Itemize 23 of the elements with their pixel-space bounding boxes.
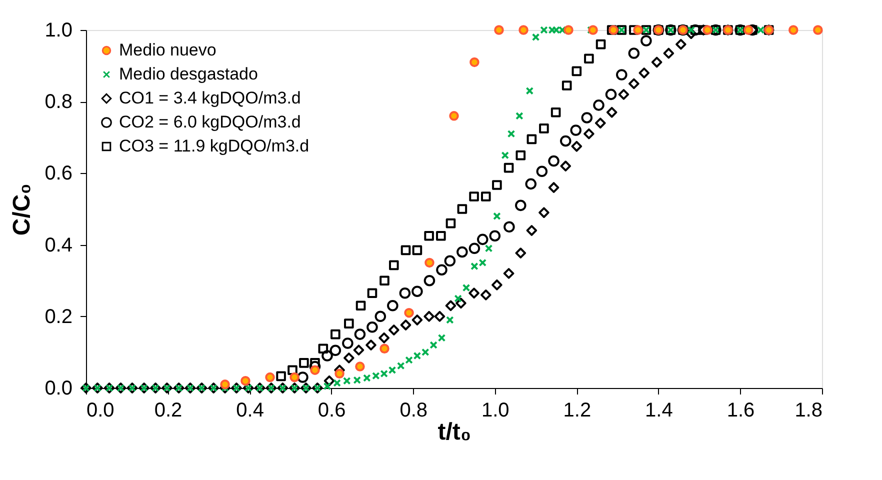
legend-label: CO3 = 11.9 kgDQO/m3.d [119, 136, 310, 156]
y-tick-label: 0.2 [44, 306, 72, 328]
x-tick-label: 0.8 [400, 400, 428, 422]
y-tick-label: 1.0 [44, 20, 72, 42]
y-tick-label: 0.0 [44, 378, 72, 400]
x-tick-label: 1.2 [563, 400, 592, 422]
x-tick-label: 0.2 [154, 400, 182, 422]
y-tick-label: 0.6 [44, 162, 72, 185]
y-tick-label: 0.4 [44, 234, 72, 256]
x-tick-label: 0.6 [318, 400, 346, 422]
x-tick-label: 1.6 [726, 400, 755, 422]
x-axis-title: t/t₀ [438, 418, 472, 446]
y-tick-label: 0.8 [44, 91, 72, 114]
x-tick-label: 1.8 [794, 400, 822, 422]
legend-label: Medio nuevo [119, 40, 216, 60]
y-axis-title: C/C₀ [8, 183, 36, 236]
x-tick-label: 1.4 [645, 400, 673, 422]
legend-label: CO2 = 6.0 kgDQO/m3.d [119, 112, 301, 132]
x-tick-label: 1.0 [481, 400, 510, 422]
x-tick-label: 0.0 [86, 400, 114, 422]
legend-label: Medio desgastado [119, 64, 258, 84]
legend-label: CO1 = 3.4 kgDQO/m3.d [119, 88, 301, 108]
x-tick-label: 0.4 [236, 400, 264, 422]
